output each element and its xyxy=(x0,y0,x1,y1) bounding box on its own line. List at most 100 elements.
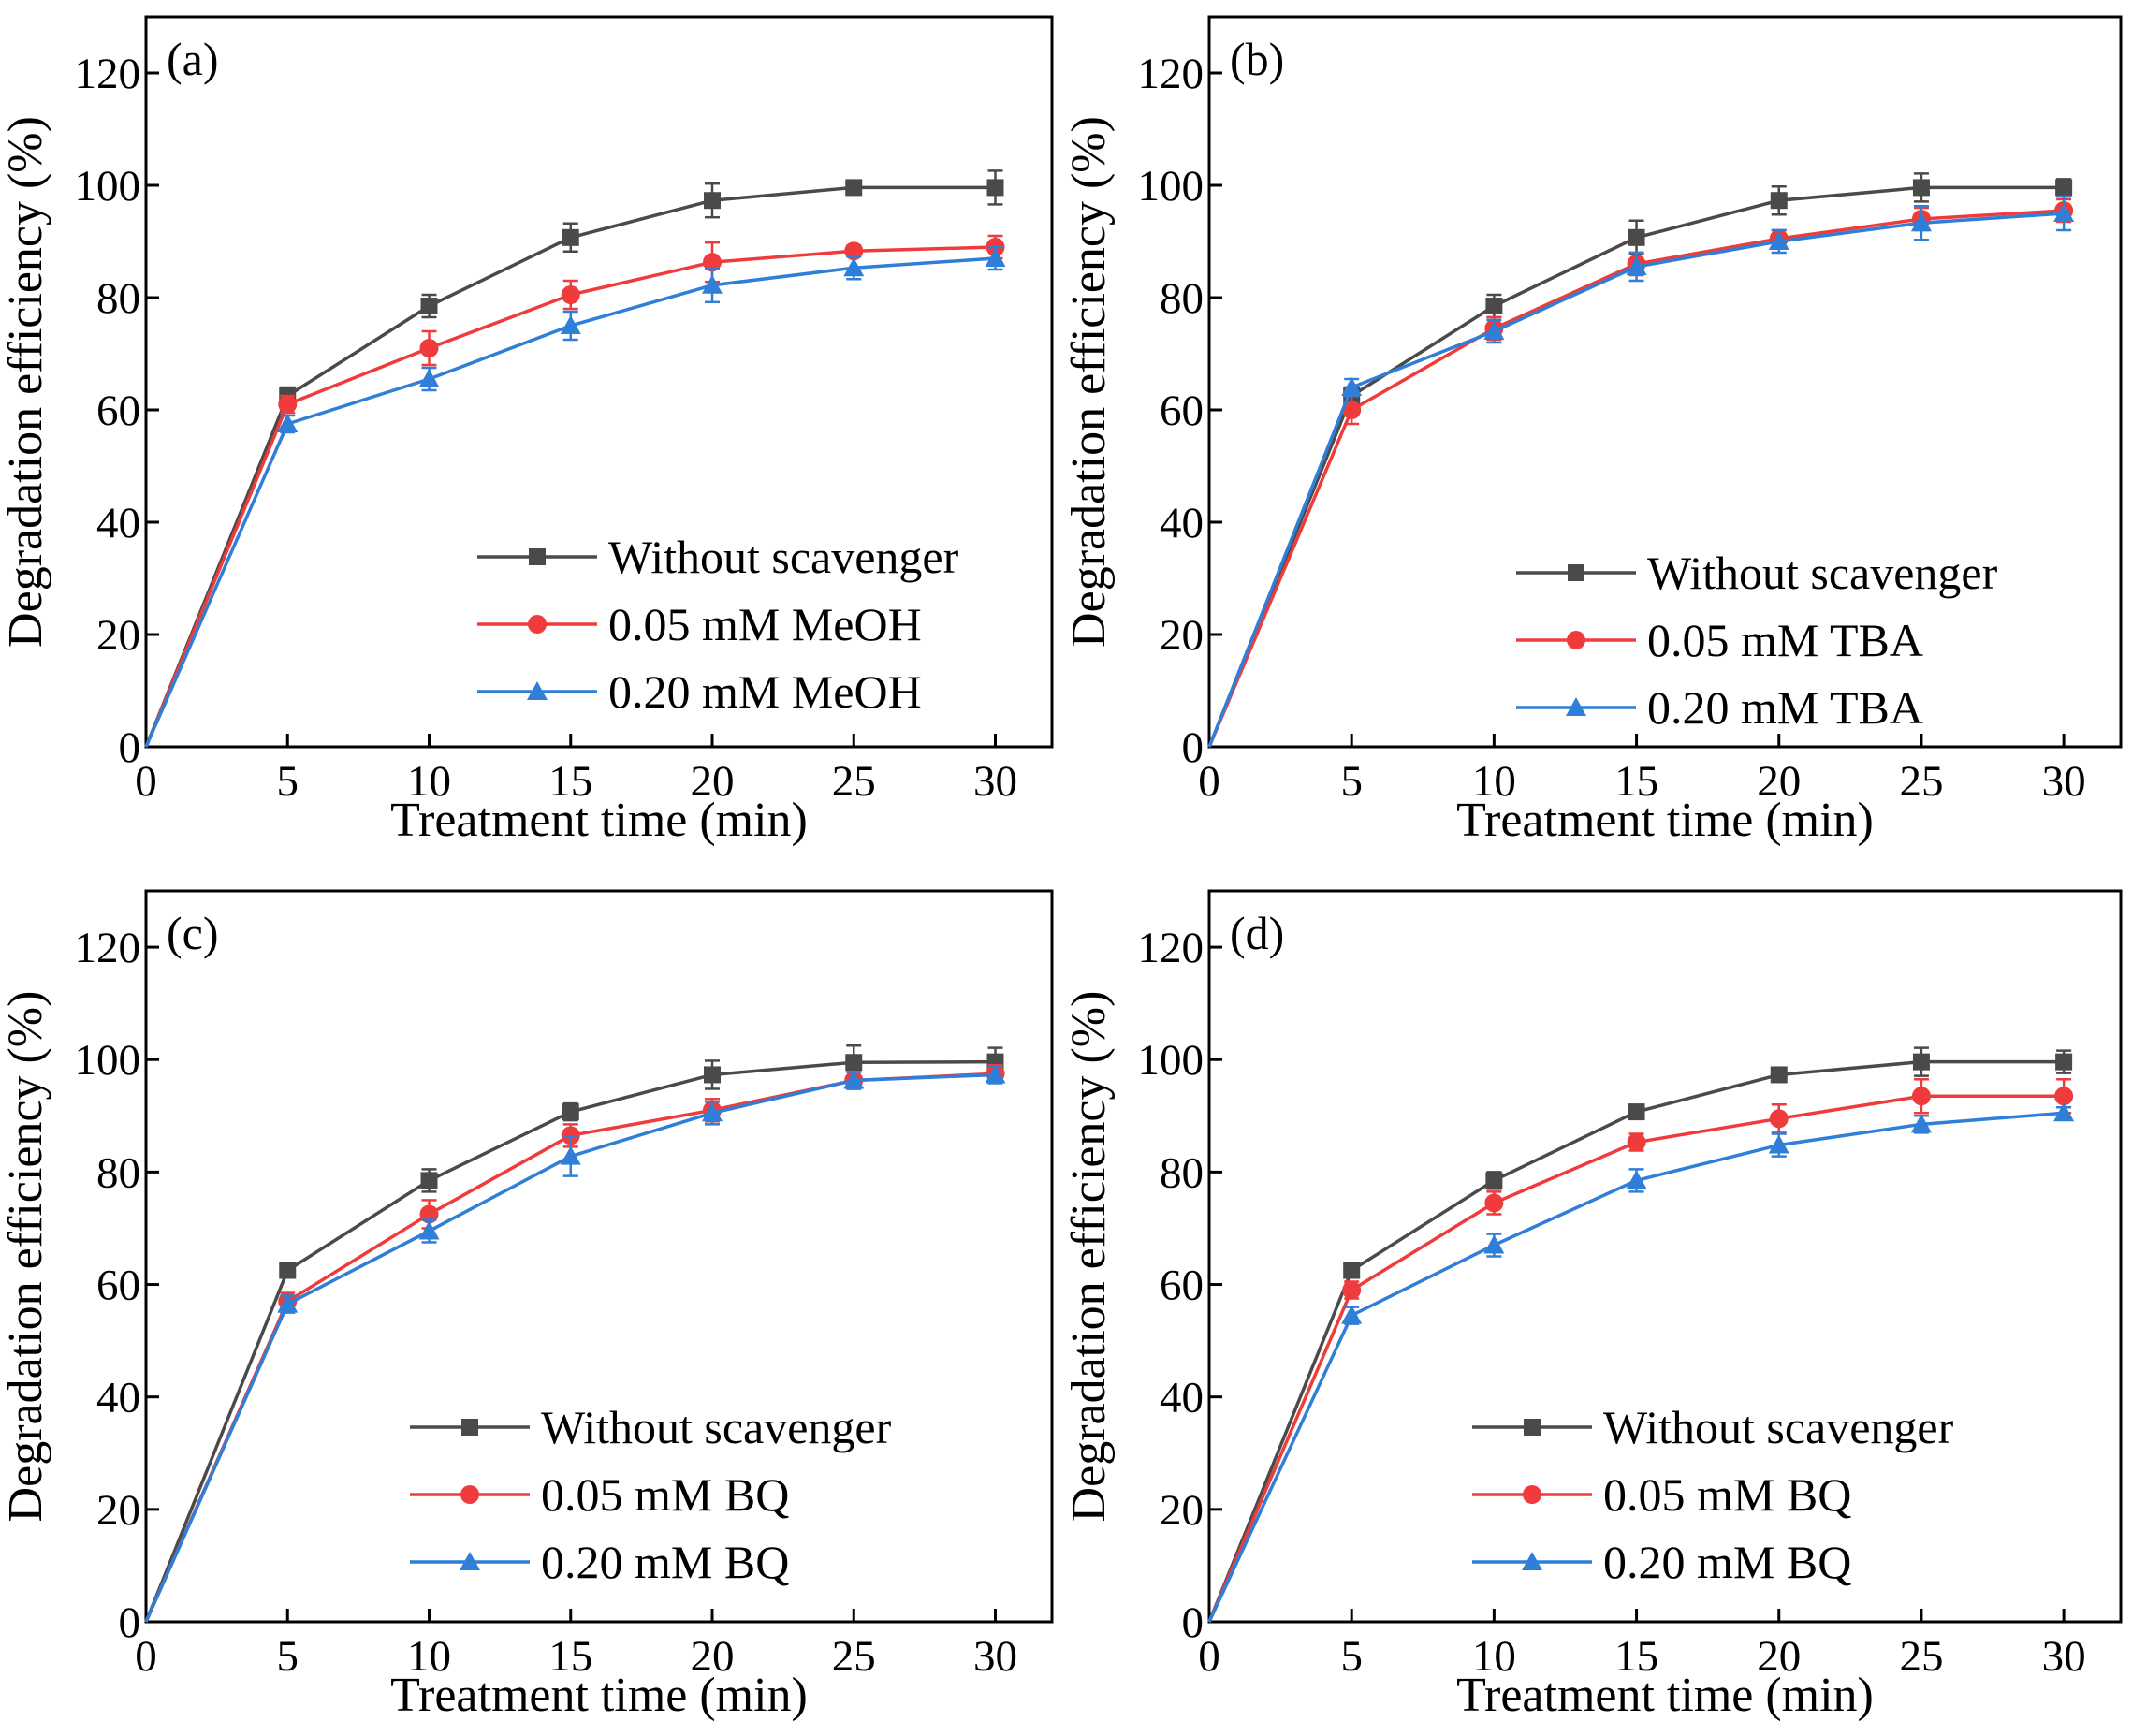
plot-frame-a xyxy=(144,15,1054,749)
legend-label: 0.05 mM TBA xyxy=(1647,614,1923,666)
legend-marker xyxy=(528,615,547,634)
data-point xyxy=(1770,192,1788,210)
data-point xyxy=(1343,1262,1361,1279)
y-tick-label-a: 0 xyxy=(119,723,141,772)
y-tick-label-c: 120 xyxy=(75,924,141,972)
data-point xyxy=(1342,1280,1362,1300)
data-point xyxy=(1341,1305,1363,1324)
y-tick-label-c: 20 xyxy=(96,1486,140,1535)
y-tick-label-d: 60 xyxy=(1160,1262,1204,1310)
data-point xyxy=(985,248,1006,267)
data-point xyxy=(277,1293,299,1313)
legend-marker xyxy=(529,548,546,565)
data-point xyxy=(418,369,440,387)
series-b-2 xyxy=(1207,195,2075,748)
data-point xyxy=(419,339,439,357)
x-tick-label-b: 10 xyxy=(1472,757,1516,806)
y-tick-label-a: 60 xyxy=(96,387,140,435)
data-point xyxy=(704,192,721,210)
data-point xyxy=(704,1066,721,1084)
x-tick-label-c: 20 xyxy=(691,1632,735,1681)
data-point xyxy=(1910,1114,1932,1133)
data-point xyxy=(1626,256,1647,275)
legend-label: Without scavenger xyxy=(1647,547,1998,599)
legend-marker xyxy=(460,1552,480,1570)
x-axis-title-b: Treatment time (min) xyxy=(1456,794,1874,847)
y-tick-label-c: 80 xyxy=(96,1148,140,1197)
x-axis-title-a: Treatment time (min) xyxy=(390,794,808,847)
x-tick-label-a: 25 xyxy=(832,757,876,806)
y-tick-label-c: 40 xyxy=(96,1374,140,1422)
data-point xyxy=(420,298,438,314)
x-axis-title-c: Treatment time (min) xyxy=(390,1669,808,1722)
data-point xyxy=(1769,1109,1789,1129)
panel-a: 0 20 40 60 80 100 120 0 5 10 15 20 25 30 Treatment tim… xyxy=(0,15,1054,847)
data-point xyxy=(1628,228,1645,246)
legend-marker xyxy=(527,681,548,700)
x-tick-label-a: 5 xyxy=(277,757,299,806)
x-tick-label-b: 5 xyxy=(1340,757,1363,806)
data-point xyxy=(1627,1132,1646,1152)
x-tick-label-b: 0 xyxy=(1198,757,1220,806)
data-point xyxy=(2055,1053,2073,1071)
x-tick-label-b: 20 xyxy=(1757,757,1801,806)
legend-marker xyxy=(1522,1552,1542,1570)
data-point xyxy=(561,285,580,304)
y-tick-label-a: 80 xyxy=(96,274,140,323)
data-point xyxy=(1768,1134,1789,1154)
legend-marker xyxy=(460,1485,479,1504)
legend-label: 0.05 mM BQ xyxy=(541,1468,789,1521)
y-tick-label-c: 60 xyxy=(96,1262,140,1310)
legend-marker xyxy=(1524,1419,1541,1436)
y-tick-label-d: 100 xyxy=(1138,1036,1205,1085)
plot-frame-c xyxy=(144,889,1054,1624)
x-tick-label-c: 0 xyxy=(135,1632,157,1681)
panel-label-d: (d) xyxy=(1230,907,1284,959)
y-tick-label-c: 0 xyxy=(119,1598,141,1647)
series-d-2 xyxy=(1207,1102,2075,1623)
series-a-1 xyxy=(144,234,1005,748)
data-point xyxy=(2054,1087,2074,1106)
series-d-0 xyxy=(1207,1046,2073,1623)
y-tick-label-b: 60 xyxy=(1160,387,1204,435)
x-tick-label-c: 10 xyxy=(407,1632,451,1681)
y-tick-label-c: 100 xyxy=(75,1036,141,1085)
data-point xyxy=(418,1220,440,1240)
y-axis-title-b: Degradation efficiency (%) xyxy=(1062,116,1116,648)
y-tick-label-a: 100 xyxy=(75,162,141,211)
panel-d: 0 20 40 60 80 100 120 0 5 10 15 20 25 30 Treatment tim… xyxy=(1062,889,2123,1722)
legend-marker xyxy=(1567,631,1585,649)
x-tick-label-c: 25 xyxy=(832,1632,876,1681)
data-point xyxy=(1626,1170,1647,1189)
panel-label-c: (c) xyxy=(167,907,219,959)
data-point xyxy=(1485,298,1503,314)
y-tick-label-d: 40 xyxy=(1160,1374,1204,1422)
data-point xyxy=(985,1064,1006,1084)
series-line-a-0 xyxy=(144,185,996,748)
data-point xyxy=(279,1262,297,1279)
data-point xyxy=(1484,1193,1504,1213)
y-tick-label-d: 20 xyxy=(1160,1486,1204,1535)
data-point xyxy=(1910,212,1932,232)
x-tick-label-d: 25 xyxy=(1899,1632,1943,1681)
x-tick-label-d: 30 xyxy=(2042,1632,2086,1681)
data-point xyxy=(986,179,1004,197)
panel-label-a: (a) xyxy=(167,33,219,85)
y-tick-label-b: 80 xyxy=(1160,274,1204,323)
x-tick-label-a: 0 xyxy=(135,757,157,806)
x-tick-label-a: 30 xyxy=(973,757,1017,806)
x-tick-label-b: 15 xyxy=(1614,757,1658,806)
data-point xyxy=(703,253,722,272)
data-point xyxy=(1483,1234,1505,1254)
y-tick-label-a: 120 xyxy=(75,50,141,98)
legend-label: 0.20 mM BQ xyxy=(541,1536,789,1588)
data-point xyxy=(1342,401,1362,419)
data-point xyxy=(560,315,581,334)
y-tick-label-a: 40 xyxy=(96,499,140,547)
legend-marker xyxy=(1523,1485,1541,1504)
x-tick-label-a: 20 xyxy=(691,757,735,806)
x-tick-label-c: 15 xyxy=(548,1632,592,1681)
data-point xyxy=(843,257,865,277)
series-d-1 xyxy=(1207,1078,2074,1623)
series-c-0 xyxy=(144,1043,1004,1623)
